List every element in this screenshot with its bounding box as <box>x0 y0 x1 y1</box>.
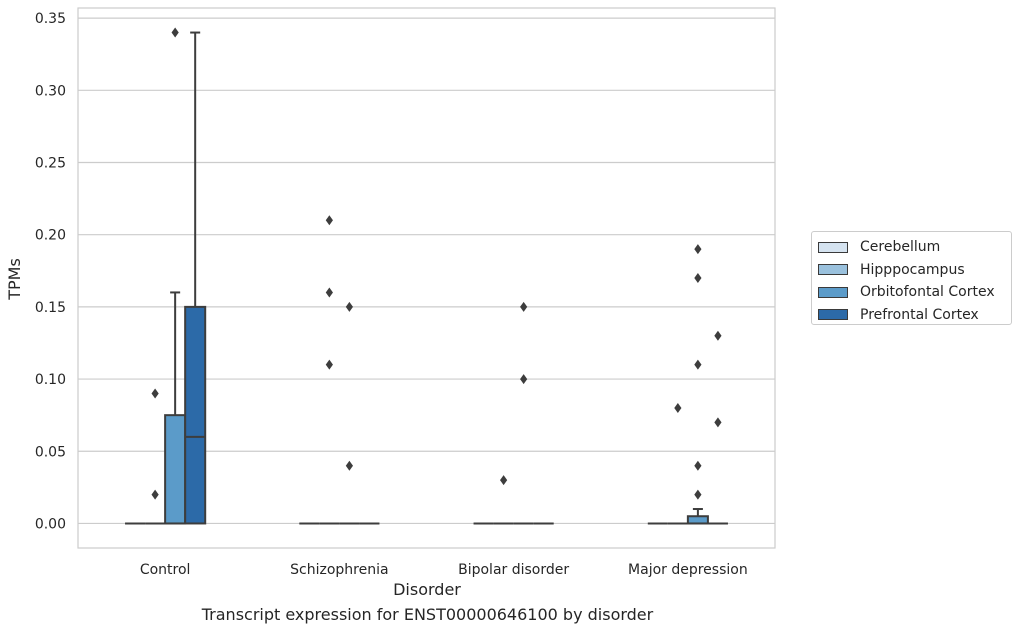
outlier-point <box>151 489 159 500</box>
outlier-point <box>694 244 702 255</box>
legend-swatch <box>818 264 848 276</box>
x-tick-label: Bipolar disorder <box>458 562 569 578</box>
outlier-point <box>345 301 353 312</box>
legend-label: Hipppocampus <box>860 261 965 278</box>
box-body <box>686 515 709 525</box>
box-elements <box>125 31 728 525</box>
outlier-point <box>694 273 702 283</box>
legend-swatch <box>818 286 848 298</box>
x-tick-label: Major depression <box>628 562 748 578</box>
outlier-point <box>325 215 333 226</box>
outlier-point <box>171 27 179 38</box>
box-body <box>164 414 187 525</box>
y-tick-label: 0.15 <box>35 300 66 316</box>
outlier-point <box>500 475 508 486</box>
legend-item-prefrontal-cortex: Prefrontal Cortex <box>818 304 1011 327</box>
y-axis-label: TPMs <box>5 258 24 301</box>
x-axis-label: Disorder <box>393 580 461 599</box>
outlier-point <box>520 374 528 385</box>
outlier-point <box>694 489 702 500</box>
box-2-0 <box>164 291 187 525</box>
legend-label: Cerebellum <box>860 239 941 256</box>
outlier-point <box>714 330 722 341</box>
y-tick-label: 0.25 <box>35 155 66 171</box>
outlier-point <box>151 388 159 399</box>
box-2-3 <box>686 508 709 525</box>
outlier-point <box>714 417 722 428</box>
outlier-points <box>151 27 722 500</box>
y-tick-label: 0.20 <box>35 228 66 244</box>
legend-swatch <box>818 309 848 321</box>
legend-item-cerebellum: Cerebellum <box>818 236 1011 259</box>
y-tick-labels: 0.00 0.05 0.10 0.15 0.20 0.25 0.30 0.35 <box>35 11 66 532</box>
box-3-0 <box>184 31 207 525</box>
outlier-point <box>325 359 333 370</box>
legend-item-orbitofrontal-cortex: Orbitofontal Cortex <box>818 281 1011 304</box>
y-tick-label: 0.35 <box>35 11 66 27</box>
x-tick-label: Schizophrenia <box>290 562 388 578</box>
outlier-point <box>520 301 528 312</box>
box-body <box>184 305 207 525</box>
outlier-point <box>345 460 353 471</box>
legend-item-hippocampus: Hipppocampus <box>818 259 1011 282</box>
outlier-point <box>694 460 702 471</box>
legend-swatch <box>818 241 848 253</box>
x-tick-label: Control <box>140 562 191 578</box>
plot-frame <box>77 7 776 549</box>
outlier-point <box>325 287 333 298</box>
y-tick-label: 0.30 <box>35 83 66 99</box>
y-tick-label: 0.05 <box>35 444 66 460</box>
legend: Cerebellum Hipppocampus Orbitofontal Cor… <box>811 231 1012 325</box>
legend-label: Prefrontal Cortex <box>860 306 979 323</box>
y-tick-label: 0.10 <box>35 372 66 388</box>
chart-caption: Transcript expression for ENST0000064610… <box>201 605 654 624</box>
outlier-point <box>694 359 702 370</box>
x-tick-labels: Control Schizophrenia Bipolar disorder Majo… <box>140 562 748 578</box>
outlier-point <box>674 402 682 413</box>
legend-label: Orbitofontal Cortex <box>860 284 995 301</box>
y-tick-label: 0.00 <box>35 516 66 532</box>
